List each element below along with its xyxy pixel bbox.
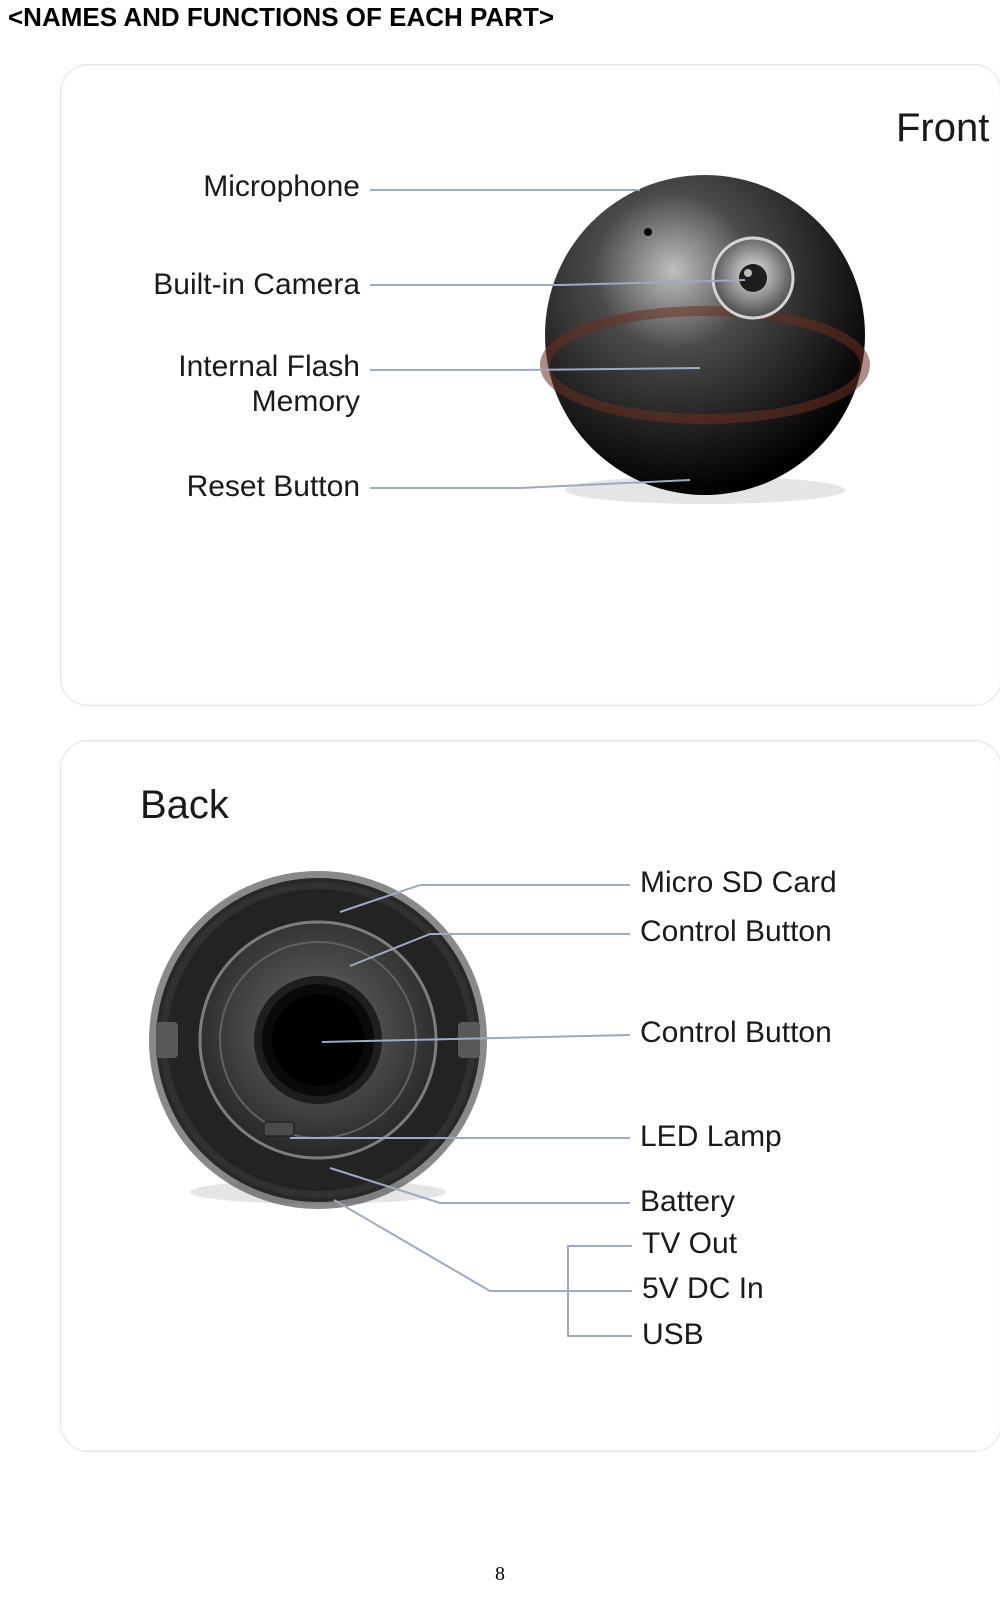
callout-tv: TV Out xyxy=(642,1227,737,1262)
callout-led: LED Lamp xyxy=(640,1120,782,1155)
callout-ctl2: Control Button xyxy=(640,1016,832,1051)
device-back-icon xyxy=(148,870,488,1210)
callout-batt: Battery xyxy=(640,1185,735,1220)
page-number: 8 xyxy=(0,1563,1000,1586)
callout-reset: Reset Button xyxy=(146,470,360,505)
callout-sd: Micro SD Card xyxy=(640,866,837,901)
callout-usb: USB xyxy=(642,1318,704,1353)
callout-ctl1: Control Button xyxy=(640,915,832,950)
callout-dc: 5V DC In xyxy=(642,1272,764,1307)
callout-flash: Internal Flash Memory xyxy=(148,350,360,419)
label-front: Front xyxy=(896,106,989,151)
page: <NAMES AND FUNCTIONS OF EACH PART> Front… xyxy=(0,0,1000,1606)
callout-camera: Built-in Camera xyxy=(105,268,360,303)
label-back: Back xyxy=(140,783,229,828)
callout-microphone: Microphone xyxy=(140,170,360,205)
device-front-icon xyxy=(530,160,880,510)
page-title: <NAMES AND FUNCTIONS OF EACH PART> xyxy=(8,2,554,33)
